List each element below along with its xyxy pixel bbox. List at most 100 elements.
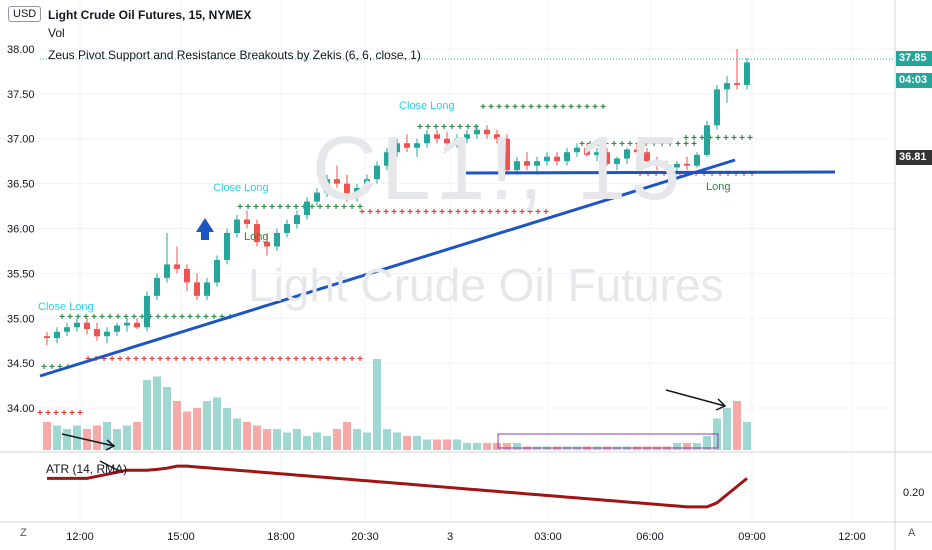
arrow-annotation-3[interactable]: [99, 460, 122, 473]
support-line[interactable]: [465, 170, 836, 175]
candle-body: [704, 125, 710, 155]
volume-bar: [733, 401, 741, 450]
volume-bar: [373, 359, 381, 450]
pivot-plus-mark: +: [568, 102, 574, 113]
volume-bar: [393, 432, 401, 450]
pivot-plus-mark: +: [399, 207, 405, 218]
atr-line: [47, 464, 748, 509]
pivot-plus-mark: +: [341, 202, 347, 213]
indicator-legend[interactable]: Zeus Pivot Support and Resistance Breako…: [48, 48, 421, 62]
pivot-plus-mark: +: [407, 207, 413, 218]
volume-bar: [293, 429, 301, 450]
candle-body: [744, 62, 750, 85]
candle-body: [144, 295, 150, 328]
symbol-legend[interactable]: Light Crude Oil Futures, 15, NYMEX: [48, 8, 252, 22]
pivot-plus-mark: +: [261, 354, 267, 365]
pivot-plus-mark: +: [449, 122, 455, 133]
candle-body: [164, 264, 170, 278]
volume-bar: [383, 429, 391, 450]
signal-long-2: Long: [706, 181, 730, 193]
pivot-plus-mark: +: [512, 102, 518, 113]
volume-bar: [413, 436, 421, 450]
candle-body: [574, 147, 580, 153]
pivot-plus-mark: +: [293, 202, 299, 213]
candle-body: [184, 268, 190, 283]
pivot-plus-mark: +: [349, 354, 355, 365]
pivot-plus-mark: +: [433, 122, 439, 133]
candle-body: [234, 219, 240, 233]
candle-body: [154, 277, 160, 296]
volume-legend[interactable]: Vol: [48, 26, 65, 40]
pivot-plus-mark: +: [693, 169, 699, 180]
volume-bar: [123, 425, 131, 450]
pivot-plus-mark: +: [455, 207, 461, 218]
atr-legend[interactable]: ATR (14, RMA): [46, 462, 128, 476]
candle-body: [474, 129, 480, 135]
pivot-plus-mark: +: [691, 133, 697, 144]
volume-bar: [483, 443, 491, 450]
volume-bar: [363, 432, 371, 450]
pivot-plus-mark: +: [423, 207, 429, 218]
volume-bar: [113, 429, 121, 450]
pivot-plus-mark: +: [91, 312, 97, 323]
candle-body: [124, 322, 130, 326]
pivot-plus-mark: +: [480, 102, 486, 113]
pivot-plus-mark: +: [115, 312, 121, 323]
arrow-annotation-1[interactable]: [61, 433, 115, 447]
volume-bar: [283, 432, 291, 450]
pivot-plus-mark: +: [245, 202, 251, 213]
volume-bar: [333, 429, 341, 450]
zoom-icon[interactable]: Z: [20, 527, 27, 539]
pivot-plus-mark: +: [133, 354, 139, 365]
price-axis[interactable]: 38.00 37.50 37.00 36.50 36.00 35.50 35.00 34.50…: [7, 44, 35, 415]
pivot-plus-mark: +: [653, 169, 659, 180]
pivot-plus-mark: +: [41, 362, 47, 373]
candle-body: [104, 331, 110, 337]
arrow-head-1: [105, 439, 116, 451]
arrow-annotation-2[interactable]: [665, 389, 726, 407]
candle-body: [524, 161, 530, 166]
pivot-plus-mark: +: [709, 169, 715, 180]
volume-range-box[interactable]: [497, 433, 719, 449]
pivot-plus-mark: +: [560, 102, 566, 113]
pivot-plus-mark: +: [219, 312, 225, 323]
pivot-plus-mark: +: [447, 207, 453, 218]
volume-bar: [173, 401, 181, 450]
candle-body: [134, 322, 140, 328]
candle-body: [114, 325, 120, 332]
pivot-plus-mark: +: [552, 102, 558, 113]
volume-bar: [723, 408, 731, 450]
volume-bar: [53, 425, 61, 450]
volume-bar: [343, 422, 351, 450]
candle-body: [364, 179, 370, 189]
auto-scale-icon[interactable]: A: [908, 527, 916, 539]
price-tick-label: 37.00: [7, 134, 35, 146]
candle-body: [714, 89, 720, 126]
pivot-plus-mark: +: [683, 139, 689, 150]
pivot-plus-mark: +: [637, 169, 643, 180]
candle-body: [224, 233, 230, 260]
pivot-plus-mark: +: [691, 139, 697, 150]
volume-bar: [513, 443, 521, 450]
price-tick-label: 37.50: [7, 89, 35, 101]
uptrend-line[interactable]: [39, 158, 736, 378]
pivot-plus-mark: +: [627, 139, 633, 150]
pivot-plus-mark: +: [195, 312, 201, 323]
candle-body: [424, 134, 430, 144]
candle-body: [484, 129, 490, 135]
pivot-plus-mark: +: [441, 122, 447, 133]
time-axis[interactable]: 12:00 15:00 18:00 20:30 3 03:00 06:00 09:00 12:0…: [66, 531, 866, 543]
candle-body: [324, 179, 330, 193]
pivot-plus-mark: +: [203, 312, 209, 323]
currency-badge[interactable]: USD: [8, 6, 42, 22]
pivot-plus-mark: +: [221, 354, 227, 365]
pivot-plus-mark: +: [181, 354, 187, 365]
volume-bar: [253, 425, 261, 450]
candle-body: [274, 233, 280, 247]
price-tick-label: 36.00: [7, 224, 35, 236]
time-tick-label: 06:00: [636, 531, 664, 543]
pivot-plus-mark: +: [463, 207, 469, 218]
price-tick-label: 38.00: [7, 44, 35, 56]
volume-bar: [693, 443, 701, 450]
